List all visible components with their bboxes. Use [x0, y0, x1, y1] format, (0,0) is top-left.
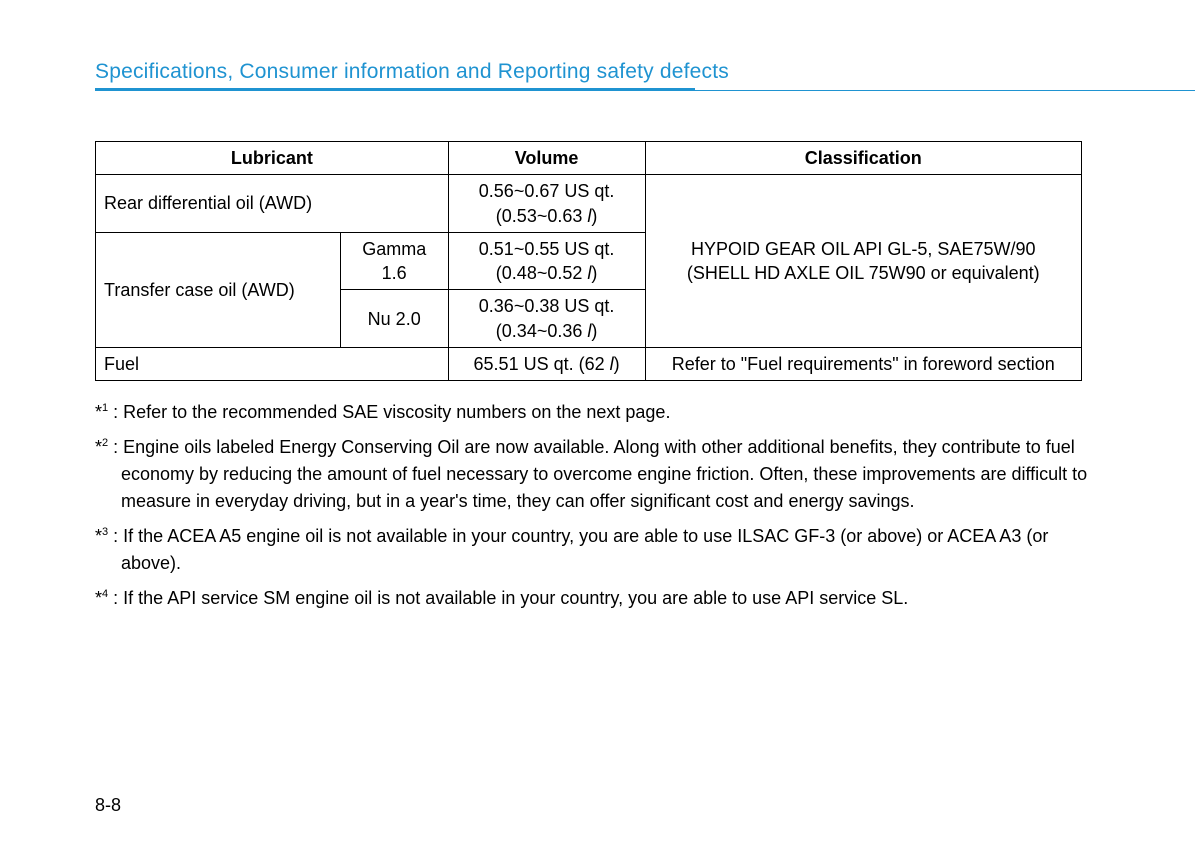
cell-rear-diff-label: Rear differential oil (AWD)	[96, 175, 449, 233]
table-header-row: Lubricant Volume Classification	[96, 142, 1082, 175]
vol-main: 0.51~0.55 US qt.	[479, 239, 615, 259]
page-number: 8-8	[95, 795, 121, 816]
table-row: Fuel 65.51 US qt. (62 l) Refer to "Fuel …	[96, 348, 1082, 381]
heading-rule-thin	[695, 90, 1195, 91]
cell-transfer-engine1: Gamma 1.6	[340, 232, 448, 290]
vol-main: 0.56~0.67 US qt.	[479, 181, 615, 201]
classification-line2: (SHELL HD AXLE OIL 75W90 or equivalent)	[687, 263, 1040, 283]
col-volume: Volume	[448, 142, 645, 175]
footnotes: *1 : Refer to the recommended SAE viscos…	[95, 399, 1105, 612]
page-content: Specifications, Consumer information and…	[95, 60, 1105, 620]
vol-sub: (0.53~0.63 l)	[496, 206, 598, 226]
section-heading: Specifications, Consumer information and…	[95, 60, 729, 90]
footnote-3: *3 : If the ACEA A5 engine oil is not av…	[95, 523, 1105, 577]
cell-transfer-vol2: 0.36~0.38 US qt. (0.34~0.36 l)	[448, 290, 645, 348]
col-lubricant: Lubricant	[96, 142, 449, 175]
section-heading-wrap: Specifications, Consumer information and…	[95, 60, 1105, 91]
footnote-4: *4 : If the API service SM engine oil is…	[95, 585, 1105, 612]
cell-fuel-label: Fuel	[96, 348, 449, 381]
cell-fuel-classification: Refer to "Fuel requirements" in foreword…	[645, 348, 1082, 381]
cell-transfer-vol1: 0.51~0.55 US qt. (0.48~0.52 l)	[448, 232, 645, 290]
classification-line1: HYPOID GEAR OIL API GL-5, SAE75W/90	[691, 239, 1035, 259]
vol-sub: (0.48~0.52 l)	[496, 263, 598, 283]
cell-classification-block: HYPOID GEAR OIL API GL-5, SAE75W/90 (SHE…	[645, 175, 1082, 348]
footnote-2: *2 : Engine oils labeled Energy Conservi…	[95, 434, 1105, 515]
footnote-1: *1 : Refer to the recommended SAE viscos…	[95, 399, 1105, 426]
lubricant-table: Lubricant Volume Classification Rear dif…	[95, 141, 1082, 381]
vol-sub: (0.34~0.36 l)	[496, 321, 598, 341]
col-classification: Classification	[645, 142, 1082, 175]
cell-rear-diff-volume: 0.56~0.67 US qt. (0.53~0.63 l)	[448, 175, 645, 233]
cell-transfer-engine2: Nu 2.0	[340, 290, 448, 348]
cell-fuel-volume: 65.51 US qt. (62 l)	[448, 348, 645, 381]
table-row: Rear differential oil (AWD) 0.56~0.67 US…	[96, 175, 1082, 233]
vol-main: 0.36~0.38 US qt.	[479, 296, 615, 316]
cell-transfer-label: Transfer case oil (AWD)	[96, 232, 341, 347]
